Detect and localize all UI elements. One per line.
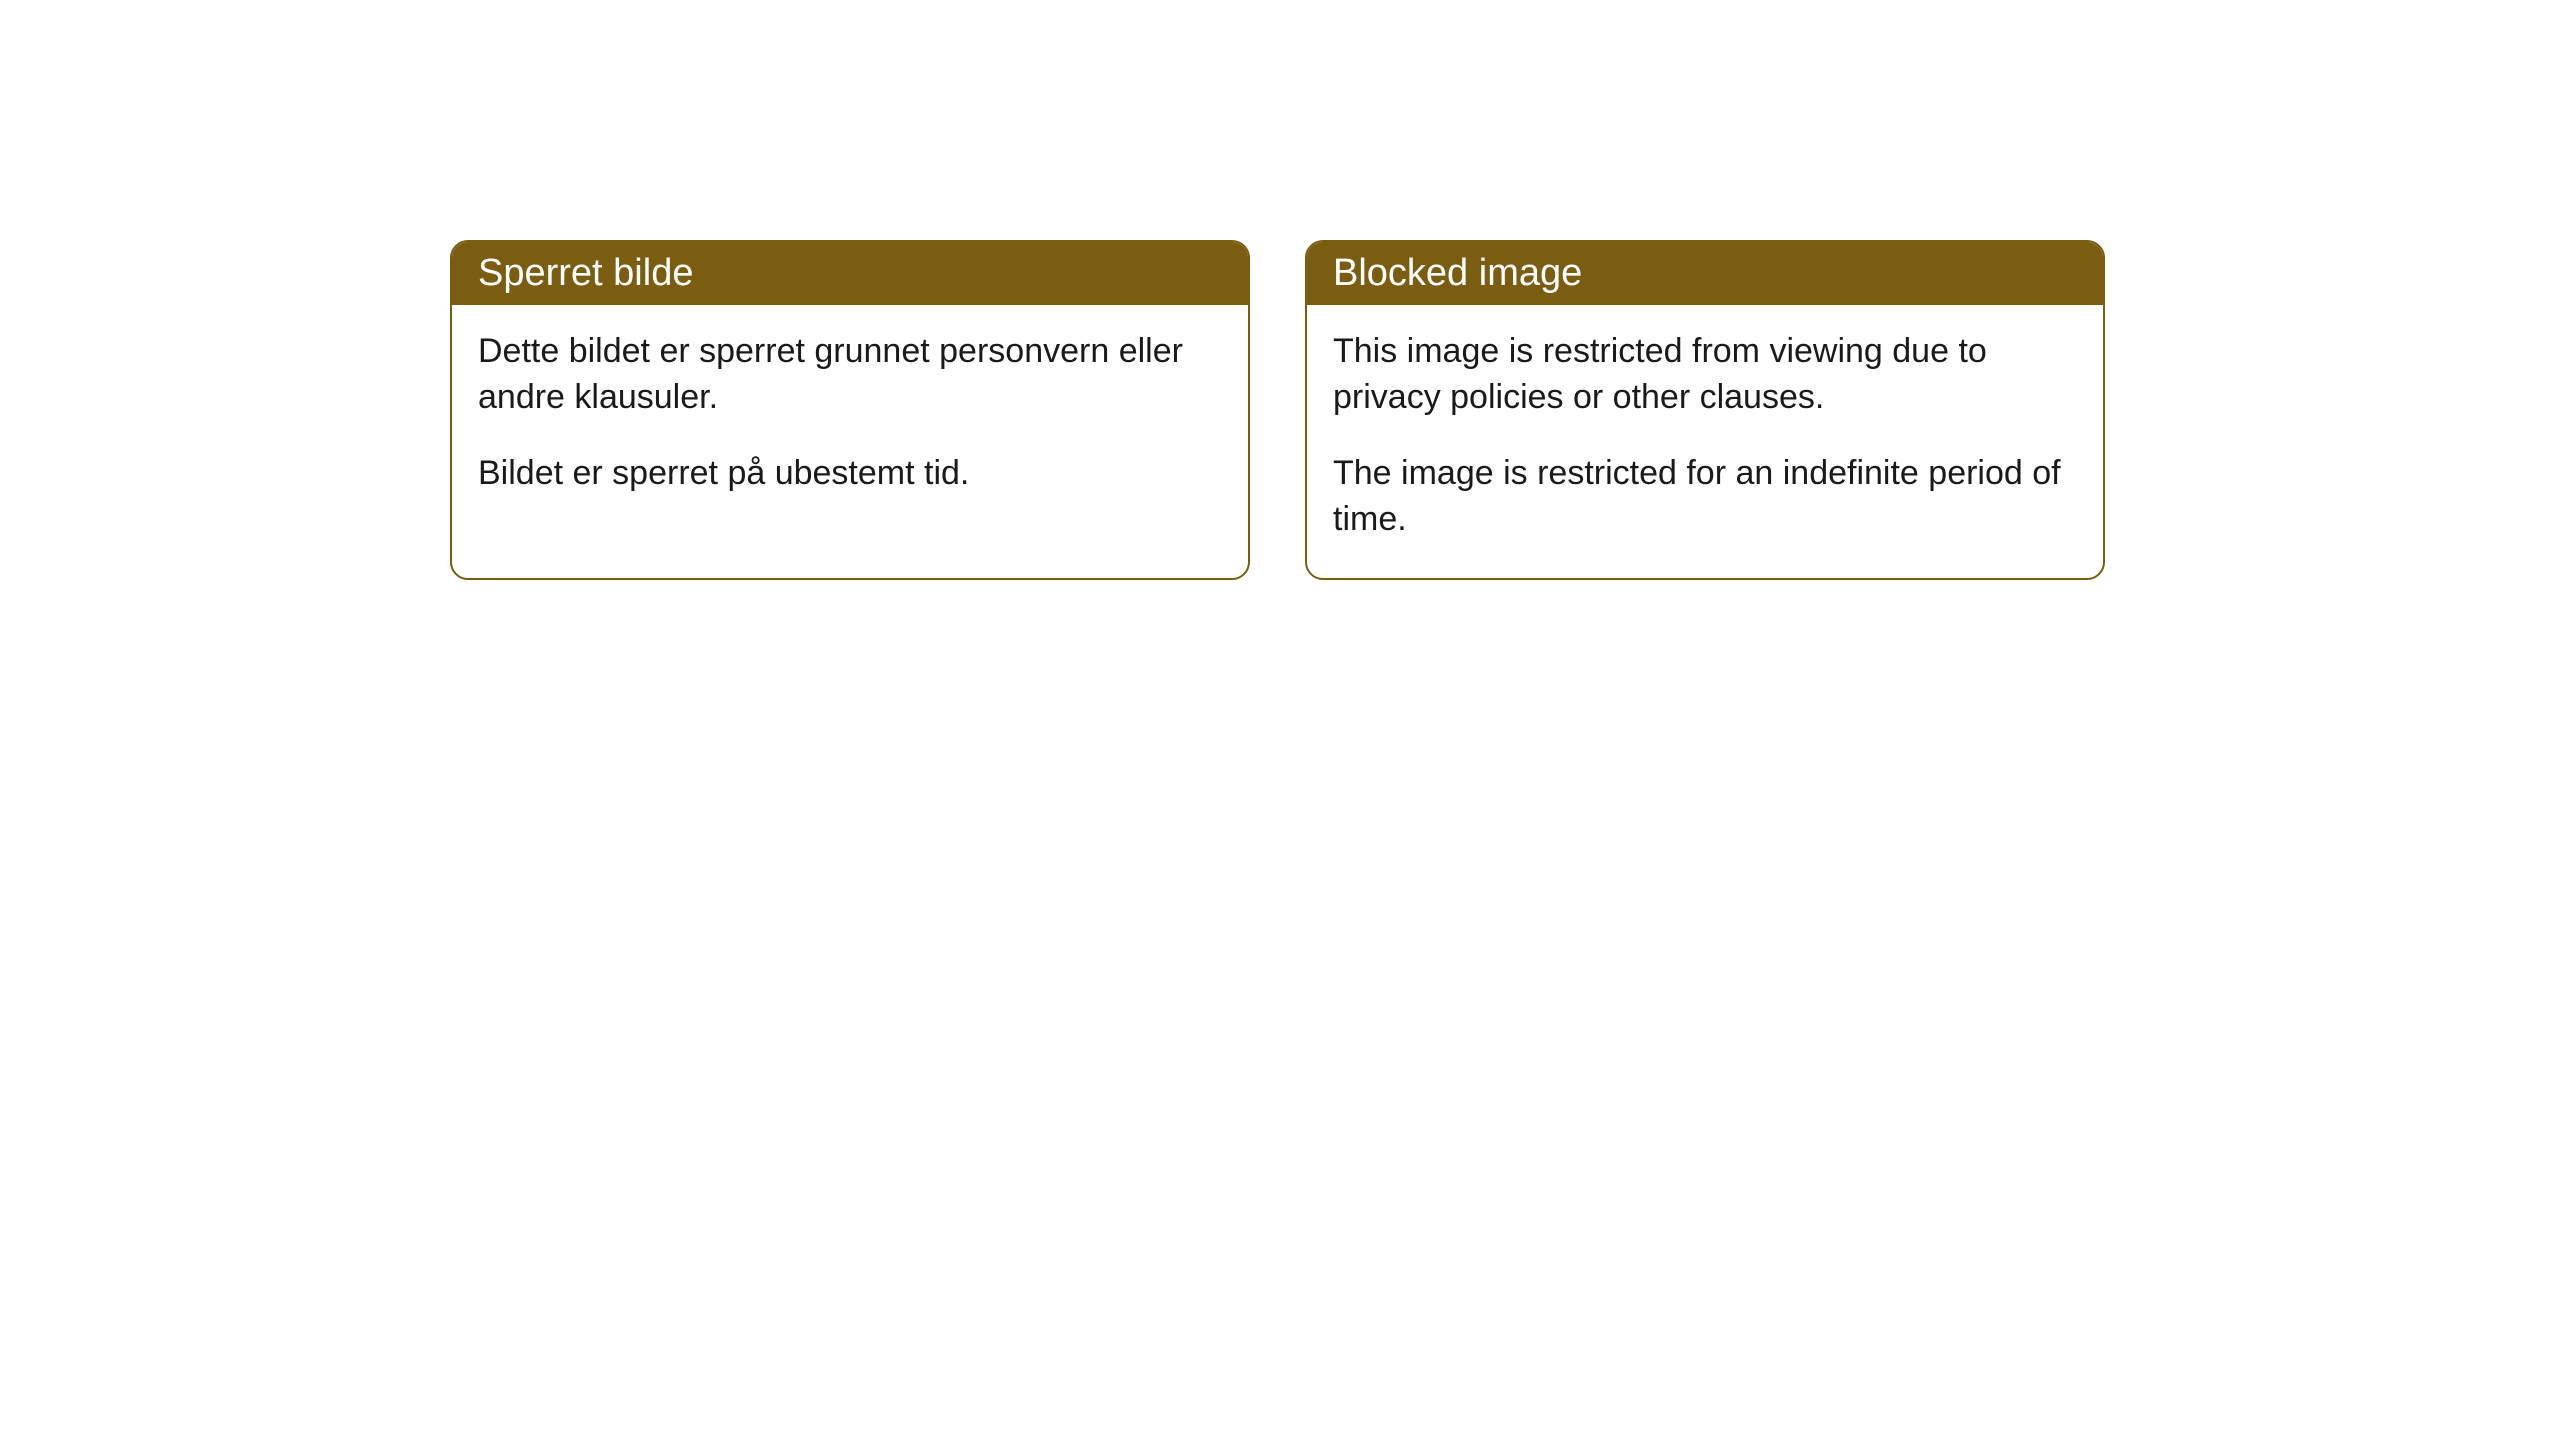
card-title: Sperret bilde (478, 252, 693, 294)
cards-container: Sperret bilde Dette bildet er sperret gr… (450, 240, 2560, 580)
blocked-image-card-norwegian: Sperret bilde Dette bildet er sperret gr… (450, 240, 1250, 580)
card-paragraph: This image is restricted from viewing du… (1333, 329, 2077, 421)
card-paragraph: Bildet er sperret på ubestemt tid. (478, 451, 1222, 497)
card-header: Blocked image (1307, 242, 2103, 305)
card-paragraph: The image is restricted for an indefinit… (1333, 451, 2077, 543)
card-paragraph: Dette bildet er sperret grunnet personve… (478, 329, 1222, 421)
card-title: Blocked image (1333, 252, 1582, 294)
card-header: Sperret bilde (452, 242, 1248, 305)
card-body: This image is restricted from viewing du… (1307, 305, 2103, 578)
blocked-image-card-english: Blocked image This image is restricted f… (1305, 240, 2105, 580)
card-body: Dette bildet er sperret grunnet personve… (452, 305, 1248, 532)
